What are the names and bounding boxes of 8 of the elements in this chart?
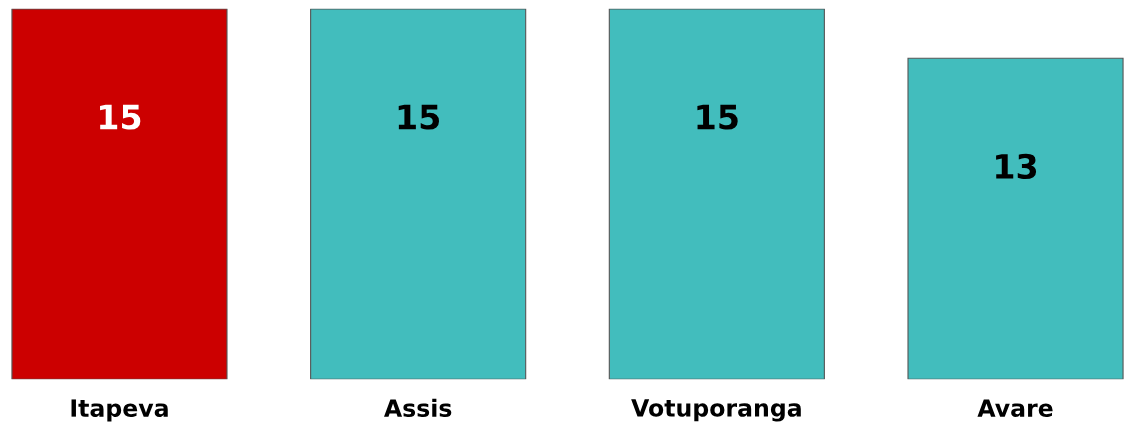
x-tick-label: Assis [384,398,452,417]
data-label: 15 [100,104,141,130]
x-tick-label: Itapeva [71,399,168,422]
data-label: 13 [996,153,1037,180]
data-label: 15 [398,104,440,130]
x-tick-label: Avare [977,399,1053,417]
data-label: 15 [697,104,738,130]
x-tick-label: Votuporanga [631,399,801,422]
